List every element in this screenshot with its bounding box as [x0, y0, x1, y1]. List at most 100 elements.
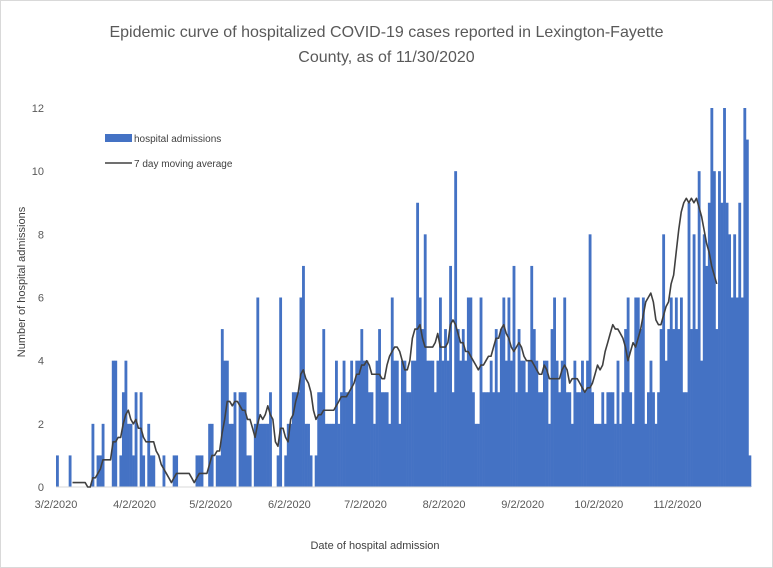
- bar: [745, 139, 749, 487]
- bar: [68, 455, 72, 487]
- bar: [466, 297, 470, 487]
- y-tick-label: 0: [38, 482, 44, 494]
- bar: [431, 360, 435, 487]
- bar: [296, 392, 300, 487]
- bar: [647, 392, 650, 487]
- bar: [395, 360, 399, 487]
- bar: [565, 392, 569, 487]
- bar: [583, 392, 587, 487]
- chart-title-line-1: Epidemic curve of hospitalized COVID-19 …: [109, 24, 663, 41]
- bar: [705, 265, 709, 487]
- bar: [517, 329, 521, 487]
- bar: [149, 455, 153, 487]
- bar: [426, 360, 430, 487]
- bar: [439, 297, 442, 487]
- bar: [228, 423, 232, 487]
- bar: [243, 392, 247, 487]
- bar: [114, 360, 118, 487]
- bar: [611, 392, 615, 487]
- bar: [525, 392, 529, 487]
- bar: [357, 360, 361, 487]
- bar: [697, 171, 701, 488]
- bar: [619, 423, 622, 487]
- bar: [317, 392, 321, 487]
- bar: [411, 360, 414, 487]
- legend: hospital admissions 7 day moving average: [105, 134, 233, 170]
- y-tick-label: 10: [32, 166, 44, 178]
- bar: [139, 392, 143, 487]
- bar: [121, 392, 125, 487]
- bar: [728, 234, 732, 487]
- y-tick-label: 4: [38, 356, 44, 368]
- bar: [626, 297, 630, 487]
- bar: [588, 234, 592, 487]
- bar: [479, 297, 483, 487]
- bar: [614, 423, 617, 487]
- bar: [601, 392, 605, 487]
- bar: [421, 329, 425, 487]
- bar: [672, 329, 676, 487]
- y-tick-label: 6: [38, 293, 44, 305]
- bar: [337, 423, 341, 487]
- bar: [669, 297, 673, 487]
- bar: [378, 329, 381, 487]
- bar: [246, 455, 250, 487]
- bar: [707, 202, 711, 487]
- bar: [695, 329, 699, 487]
- bar: [674, 297, 678, 487]
- bar: [715, 329, 719, 487]
- bar: [532, 329, 536, 487]
- x-axis-ticks: 3/2/2020 4/2/2020 5/2/2020 6/2/2020 7/2/2020…: [35, 499, 702, 511]
- bar: [223, 360, 227, 487]
- bar: [537, 392, 541, 487]
- bar: [380, 392, 384, 487]
- bar: [406, 392, 409, 487]
- bar: [644, 423, 648, 487]
- bar: [276, 455, 280, 487]
- bar: [327, 423, 331, 487]
- bar: [535, 360, 539, 487]
- bar: [690, 329, 693, 487]
- x-tick-label: 8/2/2020: [423, 499, 466, 511]
- y-tick-label: 2: [38, 419, 44, 431]
- bar: [350, 360, 354, 487]
- bar: [471, 392, 475, 487]
- bar: [555, 360, 559, 487]
- bar: [253, 423, 257, 487]
- bar: [548, 423, 551, 487]
- bar: [723, 108, 726, 487]
- bar: [266, 423, 270, 487]
- bar: [241, 392, 244, 487]
- x-tick-label: 6/2/2020: [268, 499, 311, 511]
- bar: [530, 265, 534, 487]
- bar: [373, 423, 376, 487]
- bar: [340, 392, 343, 487]
- bar: [608, 392, 612, 487]
- bar: [738, 202, 742, 487]
- bar: [428, 360, 432, 487]
- bar: [279, 297, 283, 487]
- bar: [127, 423, 130, 487]
- bar: [418, 297, 422, 487]
- x-tick-label: 11/2/2020: [653, 499, 701, 511]
- bar: [362, 360, 366, 487]
- bar: [499, 329, 503, 487]
- bar: [603, 423, 607, 487]
- y-tick-label: 8: [38, 229, 44, 241]
- bar: [461, 329, 465, 487]
- bar: [560, 360, 564, 487]
- bar: [677, 329, 681, 487]
- bar: [621, 392, 625, 487]
- bar: [342, 360, 346, 487]
- bar: [56, 455, 59, 487]
- bar: [322, 329, 326, 487]
- moving-average-line: [72, 197, 718, 488]
- bar: [504, 360, 508, 487]
- bar: [507, 297, 511, 487]
- bar: [474, 423, 478, 487]
- bar: [289, 423, 293, 487]
- bar: [134, 392, 138, 487]
- bar: [456, 329, 460, 487]
- bar: [682, 392, 686, 487]
- bar: [355, 360, 359, 487]
